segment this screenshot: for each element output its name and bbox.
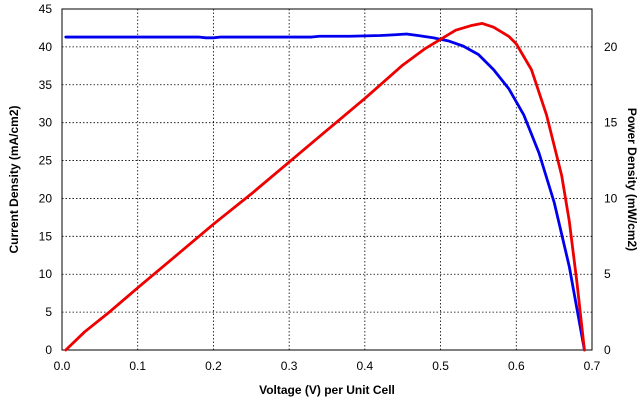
y2-tick-label: 5: [604, 267, 611, 281]
x-tick-label: 0.5: [432, 359, 449, 373]
y-axis-label: Current Density (mA/cm2): [7, 105, 21, 253]
y-tick-label: 0: [45, 343, 52, 357]
x-tick-label: 0.6: [508, 359, 525, 373]
y-tick-label: 15: [39, 229, 53, 243]
tick-labels: 0.0 0.1 0.2 0.3 0.4 0.5 0.6 0.70510152025303540…: [39, 2, 618, 373]
y2-tick-label: 20: [604, 40, 618, 54]
x-tick-label: 0.7: [584, 359, 601, 373]
series-lines: [64, 22, 586, 352]
y2-tick-label: 0: [604, 343, 611, 357]
y-tick-label: 45: [39, 2, 53, 16]
grid: [62, 9, 592, 350]
y-tick-label: 5: [45, 305, 52, 319]
x-tick-label: 0.2: [205, 359, 222, 373]
current-density-line: [64, 32, 586, 352]
plot-frame: [61, 8, 593, 351]
x-tick-label: 0.4: [357, 359, 374, 373]
y-tick-label: 30: [39, 116, 53, 130]
power-density-line: [64, 22, 586, 352]
x-axis-label: Voltage (V) per Unit Cell: [259, 383, 395, 397]
y2-tick-label: 15: [604, 116, 618, 130]
y-tick-label: 25: [39, 154, 53, 168]
y-tick-label: 35: [39, 78, 53, 92]
x-tick-label: 0.0: [54, 359, 71, 373]
y-tick-label: 10: [39, 267, 53, 281]
x-tick-label: 0.3: [281, 359, 298, 373]
y-tick-label: 20: [39, 191, 53, 205]
y2-tick-label: 10: [604, 191, 618, 205]
y-tick-label: 40: [39, 40, 53, 54]
y2-axis-label: Power Density (mW/cm2): [625, 108, 639, 251]
x-tick-label: 0.1: [129, 359, 146, 373]
